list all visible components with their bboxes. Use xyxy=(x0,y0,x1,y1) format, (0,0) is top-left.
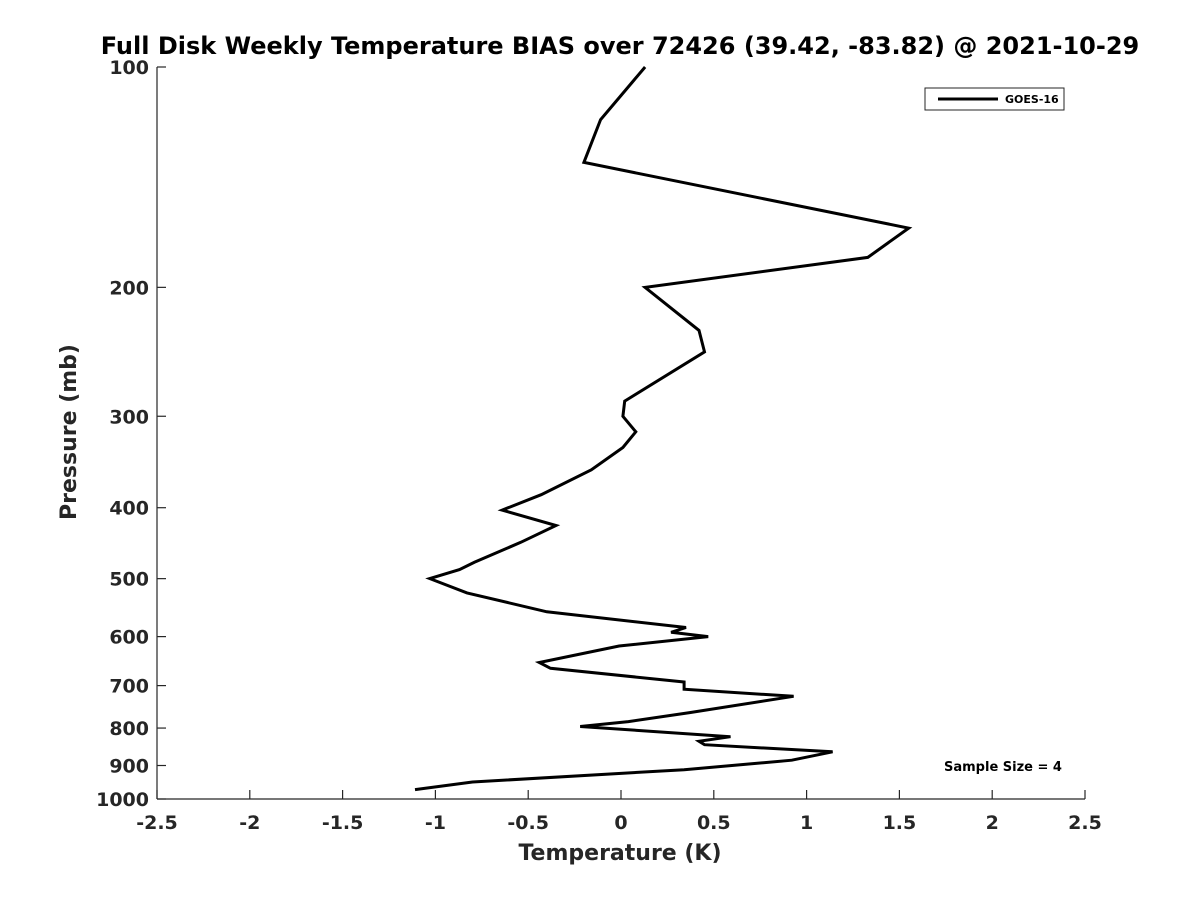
x-tick-label: 2 xyxy=(986,812,999,834)
y-tick-label: 1000 xyxy=(96,789,149,811)
series-line-goes-16 xyxy=(414,66,913,792)
x-tick-label: -2 xyxy=(239,812,260,834)
sample-size-annotation: Sample Size = 4 xyxy=(944,760,1062,775)
x-tick-label: 0 xyxy=(614,812,627,834)
chart-title: Full Disk Weekly Temperature BIAS over 7… xyxy=(101,32,1140,60)
y-tick-label: 600 xyxy=(109,627,149,649)
y-tick-label: 700 xyxy=(109,676,149,698)
x-axis-ticks: -2.5 -2 -1.5 -1 -0.5 0 0.5 1 1.5 2 2.5 xyxy=(136,790,1102,834)
x-tick-label: 2.5 xyxy=(1068,812,1102,834)
y-tick-label: 200 xyxy=(109,277,149,299)
legend-label-goes-16: GOES-16 xyxy=(1005,93,1059,106)
x-tick-label: 1 xyxy=(800,812,813,834)
x-tick-label: -2.5 xyxy=(136,812,178,834)
y-tick-label: 900 xyxy=(109,756,149,778)
x-tick-label: -0.5 xyxy=(507,812,549,834)
x-tick-label: -1 xyxy=(425,812,446,834)
x-axis-label: Temperature (K) xyxy=(518,841,721,866)
legend: GOES-16 xyxy=(924,87,1065,111)
x-tick-label: 0.5 xyxy=(697,812,731,834)
y-tick-label: 400 xyxy=(109,498,149,520)
y-tick-label: 800 xyxy=(109,718,149,740)
x-tick-label: -1.5 xyxy=(322,812,364,834)
y-tick-label: 100 xyxy=(109,57,149,79)
y-tick-label: 500 xyxy=(109,569,149,591)
y-axis-ticks: 100 200 300 400 500 600 700 800 900 1000 xyxy=(96,57,166,811)
y-axis-label: Pressure (mb) xyxy=(57,344,82,520)
y-tick-label: 300 xyxy=(109,406,149,428)
x-tick-label: 1.5 xyxy=(883,812,917,834)
